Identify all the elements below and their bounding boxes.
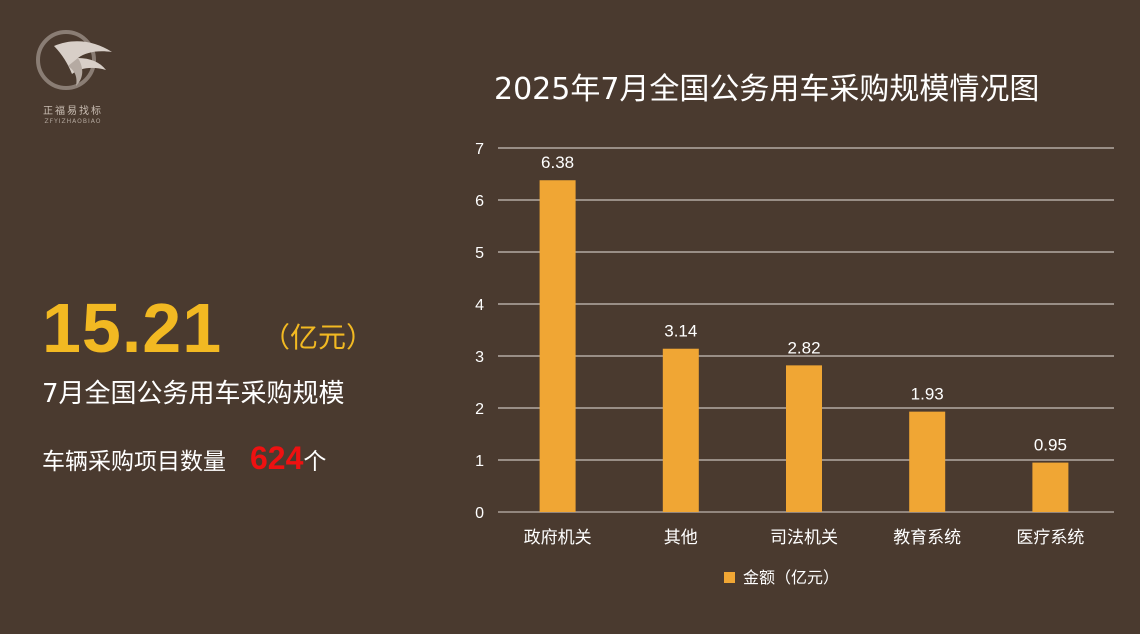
y-tick-label: 0 bbox=[475, 505, 484, 522]
y-tick-label: 7 bbox=[475, 141, 484, 158]
x-tick-label: 其他 bbox=[664, 528, 698, 548]
x-tick-label: 医疗系统 bbox=[1016, 528, 1084, 548]
data-label: 0.95 bbox=[1034, 436, 1067, 455]
bar bbox=[539, 180, 576, 513]
y-tick-label: 2 bbox=[475, 401, 484, 418]
legend-label: 金额（亿元） bbox=[743, 568, 839, 587]
bar bbox=[1032, 462, 1069, 512]
data-label: 3.14 bbox=[664, 322, 697, 341]
total-amount-value: 15.21 bbox=[42, 289, 223, 367]
logo-subtitle: ZFYIZHAOBIAO bbox=[44, 118, 102, 125]
logo-name: 正福易找标 bbox=[43, 106, 103, 117]
x-tick-label: 司法机关 bbox=[770, 528, 838, 548]
y-tick-label: 6 bbox=[475, 193, 484, 210]
legend-swatch bbox=[724, 572, 735, 583]
phoenix-logo-icon bbox=[36, 30, 112, 90]
y-tick-label: 5 bbox=[475, 245, 484, 262]
y-tick-label: 3 bbox=[475, 349, 484, 366]
bar bbox=[662, 348, 699, 512]
bar bbox=[786, 365, 822, 512]
project-count-label: 车辆采购项目数量 bbox=[42, 449, 226, 475]
x-tick-label: 教育系统 bbox=[893, 528, 961, 548]
data-label: 6.38 bbox=[541, 153, 574, 172]
logo: 正福易找标 ZFYIZHAOBIAO bbox=[28, 28, 118, 128]
data-label: 2.82 bbox=[787, 338, 820, 357]
x-tick-label: 政府机关 bbox=[524, 528, 592, 548]
y-tick-label: 4 bbox=[475, 297, 484, 314]
total-amount-label: 7月全国公务用车采购规模 bbox=[42, 379, 345, 409]
project-count-line: 车辆采购项目数量 624个 bbox=[42, 438, 326, 482]
project-count-value: 624 bbox=[250, 440, 304, 476]
total-amount-unit: （亿元） bbox=[262, 321, 375, 354]
data-label: 1.93 bbox=[911, 385, 944, 404]
chart-title: 2025年7月全国公务用车采购规模情况图 bbox=[494, 72, 1040, 107]
y-tick-label: 1 bbox=[475, 453, 484, 470]
bar bbox=[909, 411, 946, 512]
project-count-unit: 个 bbox=[303, 449, 327, 475]
